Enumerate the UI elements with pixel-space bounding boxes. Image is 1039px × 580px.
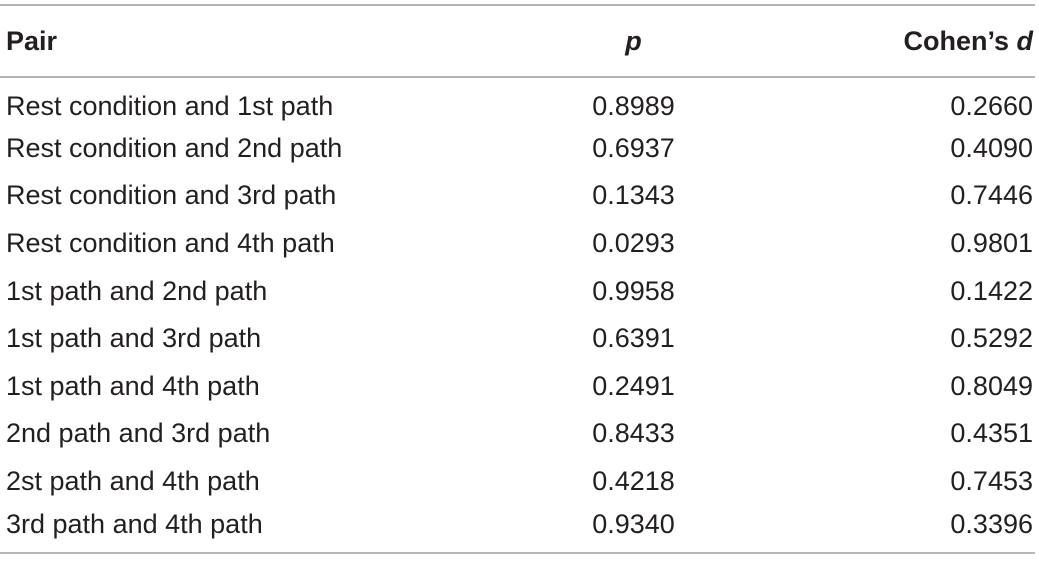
cell-p: 0.6937 <box>592 132 675 163</box>
cell-p: 0.4218 <box>592 466 675 497</box>
table-row: Rest condition and 1st path 0.8989 0.266… <box>0 77 1035 125</box>
cell-pair: Rest condition and 1st path <box>6 90 334 121</box>
table-row: 2nd path and 3rd path 0.8433 0.4351 <box>0 410 1035 458</box>
cell-pair: 1st path and 4th path <box>6 370 260 401</box>
header-pair: Pair <box>0 4 546 78</box>
cell-pair: 2st path and 4th path <box>6 466 260 497</box>
cell-d: 0.7453 <box>950 466 1033 497</box>
cell-d: 0.4090 <box>950 132 1033 163</box>
table-row: Rest condition and 2nd path 0.6937 0.409… <box>0 125 1035 173</box>
cell-pair: 1st path and 2nd path <box>6 275 268 306</box>
table-row: 2st path and 4th path 0.4218 0.7453 <box>0 458 1035 506</box>
cell-pair: Rest condition and 2nd path <box>6 132 343 163</box>
cell-pair: Rest condition and 3rd path <box>6 180 337 211</box>
cell-p: 0.1343 <box>592 180 675 211</box>
cell-d: 0.5292 <box>950 323 1033 354</box>
cell-pair: Rest condition and 4th path <box>6 228 335 259</box>
pairwise-comparison-table: Pair p Cohen’s d Rest condition and 1st … <box>0 4 1035 554</box>
cell-d: 0.3396 <box>721 505 1035 554</box>
header-row: Pair p Cohen’s d <box>0 4 1035 78</box>
cell-p: 0.0293 <box>592 228 675 259</box>
cell-p: 0.8989 <box>592 90 675 121</box>
cell-pair: 1st path and 3rd path <box>6 323 262 354</box>
cell-d: 0.8049 <box>950 370 1033 401</box>
cell-p: 0.9340 <box>546 505 721 554</box>
table-row: Rest condition and 3rd path 0.1343 0.744… <box>0 172 1035 220</box>
cell-d: 0.4351 <box>950 418 1033 449</box>
cell-p: 0.8433 <box>592 418 675 449</box>
cell-p: 0.6391 <box>592 323 675 354</box>
table-header: Pair p Cohen’s d <box>0 4 1035 78</box>
table-body: Rest condition and 1st path 0.8989 0.266… <box>0 77 1035 554</box>
header-cohens-prefix: Cohen’s <box>903 25 1017 56</box>
table-row: Rest condition and 4th path 0.0293 0.980… <box>0 220 1035 268</box>
cell-d: 0.2660 <box>950 90 1033 121</box>
header-p-value: p <box>546 4 721 78</box>
cell-p: 0.2491 <box>592 370 675 401</box>
cell-pair: 3rd path and 4th path <box>0 505 546 554</box>
cell-d: 0.7446 <box>950 180 1033 211</box>
cell-d: 0.9801 <box>950 228 1033 259</box>
cell-pair: 2nd path and 3rd path <box>6 418 271 449</box>
table-row: 1st path and 3rd path 0.6391 0.5292 <box>0 315 1035 363</box>
table-row: 3rd path and 4th path 0.9340 0.3396 <box>0 505 1035 554</box>
table-row: 1st path and 4th path 0.2491 0.8049 <box>0 363 1035 411</box>
header-cohens-d: Cohen’s d <box>721 4 1035 78</box>
header-cohens-var: d <box>1016 25 1034 56</box>
table-row: 1st path and 2nd path 0.9958 0.1422 <box>0 267 1035 315</box>
cell-p: 0.9958 <box>592 275 675 306</box>
cell-d: 0.1422 <box>950 275 1033 306</box>
